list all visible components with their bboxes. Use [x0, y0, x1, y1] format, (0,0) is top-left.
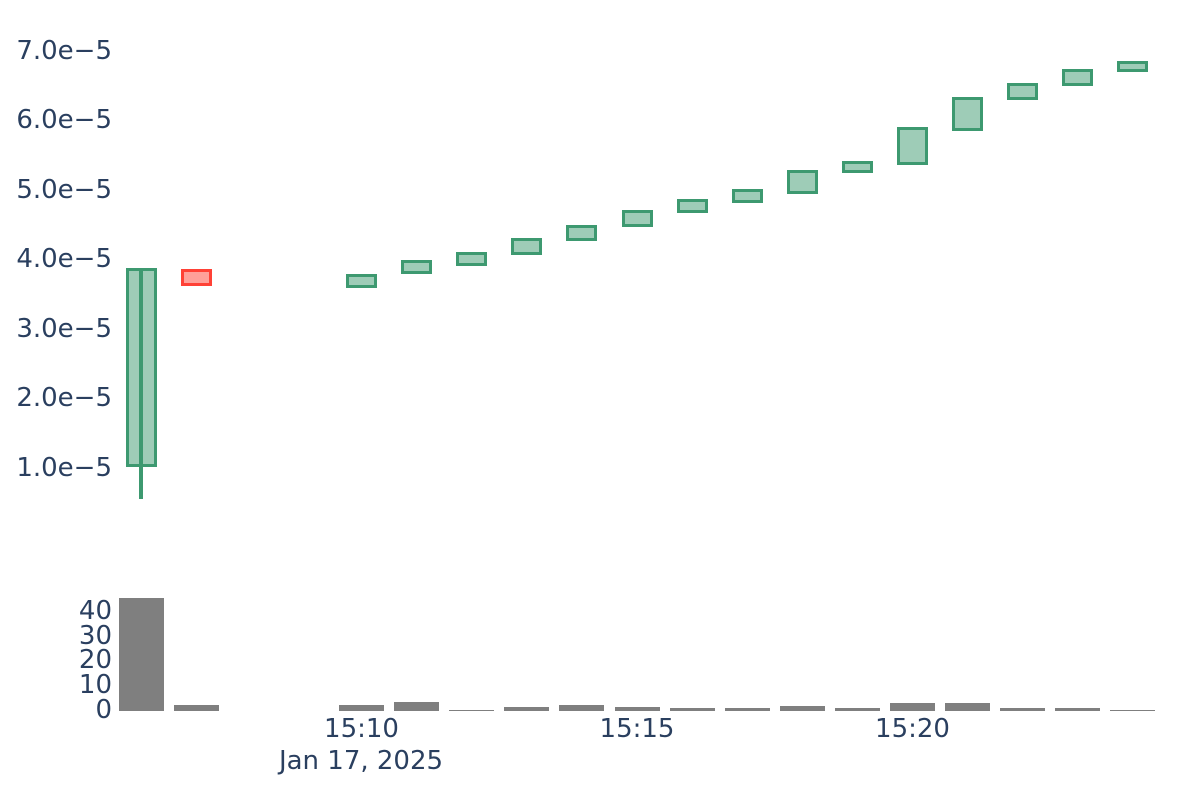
volume-bar — [945, 703, 991, 711]
volume-bar — [449, 709, 495, 711]
volume-bar — [669, 708, 715, 711]
volume-bar — [1055, 707, 1101, 711]
price-axis-tick-label: 6.0e−5 — [16, 105, 112, 136]
candle-body — [1007, 82, 1039, 101]
candle-body — [786, 169, 818, 194]
x-axis-tick-label: 15:15 — [599, 714, 675, 744]
volume-bar — [1000, 707, 1046, 711]
price-axis-tick-label: 5.0e−5 — [16, 174, 112, 205]
candle-body — [897, 127, 928, 165]
candle-body — [841, 161, 873, 174]
candle-body — [731, 189, 763, 203]
x-axis-date-label: Jan 17, 2025 — [278, 746, 444, 776]
volume-bar — [890, 703, 935, 711]
volume-bar — [834, 707, 880, 711]
volume-axis-tick-label: 30 — [78, 620, 112, 651]
candle-body — [1117, 61, 1149, 72]
volume-bar — [724, 708, 770, 711]
volume-axis-tick-label: 20 — [78, 645, 112, 676]
candle-body — [676, 198, 708, 214]
volume-bar — [339, 705, 384, 711]
candle-body — [346, 273, 377, 288]
candle-body — [401, 260, 433, 274]
x-axis-tick-label: 15:10 — [324, 714, 399, 744]
price-axis-tick-label: 7.0e−5 — [16, 35, 112, 66]
price-axis-tick-label: 2.0e−5 — [16, 383, 112, 414]
volume-bar — [559, 705, 605, 711]
volume-bar — [504, 707, 550, 711]
candle-body — [952, 97, 984, 131]
volume-bar — [173, 705, 219, 711]
candle-body — [566, 224, 598, 241]
volume-bar — [118, 597, 164, 711]
candle-body — [125, 268, 157, 467]
volume-bar — [779, 706, 825, 711]
volume-bar — [1110, 710, 1156, 712]
volume-bar — [614, 707, 660, 711]
volume-axis-tick-label: 0 — [95, 694, 112, 725]
price-axis-tick-label: 3.0e−5 — [16, 313, 112, 344]
x-axis-tick-label: 15:20 — [875, 714, 950, 744]
candle-body — [456, 252, 488, 266]
candle-body — [511, 238, 543, 256]
price-axis-tick-label: 1.0e−5 — [16, 453, 112, 483]
candle-body — [621, 209, 653, 227]
volume-axis-tick-label: 10 — [78, 669, 112, 700]
candle-body — [1062, 68, 1094, 87]
volume-axis-tick-label: 40 — [78, 596, 112, 627]
candle-body — [180, 269, 212, 287]
price-axis-tick-label: 4.0e−5 — [16, 244, 112, 275]
volume-bar — [394, 701, 440, 711]
